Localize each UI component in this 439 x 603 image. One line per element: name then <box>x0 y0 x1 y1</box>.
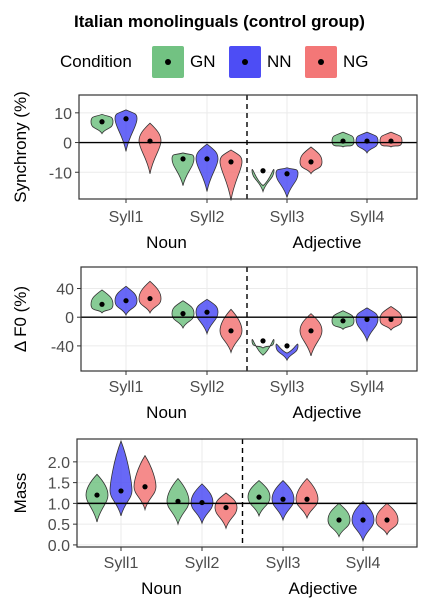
group-label: Adjective <box>293 403 362 422</box>
x-tick-label: Syll1 <box>109 379 144 396</box>
y-tick-label: 0.0 <box>48 538 70 555</box>
x-tick-label: Syll2 <box>190 209 225 226</box>
x-tick-label: Syll1 <box>109 209 144 226</box>
group-label: Adjective <box>293 233 362 252</box>
median-point-gn-syll1 <box>99 119 104 124</box>
median-point-nn-syll4 <box>360 517 365 522</box>
y-tick-label: 0 <box>63 136 72 153</box>
x-tick-label: Syll3 <box>270 379 305 396</box>
median-point-nn-syll2 <box>199 500 204 505</box>
group-label: Adjective <box>289 579 358 598</box>
median-point-gn-syll1 <box>94 492 99 497</box>
y-tick-label: 1.0 <box>48 496 70 513</box>
y-tick-label: 40 <box>56 282 74 299</box>
median-point-gn-syll3 <box>260 168 265 173</box>
median-point-gn-syll2 <box>180 311 185 316</box>
median-point-nn-syll3 <box>284 343 289 348</box>
y-axis-label: Δ F0 (%) <box>11 286 30 352</box>
y-tick-label: 10 <box>54 106 72 123</box>
x-tick-label: Syll2 <box>190 379 225 396</box>
median-point-ng-syll1 <box>142 484 147 489</box>
y-tick-label: -40 <box>51 339 74 356</box>
x-tick-label: Syll3 <box>266 555 301 572</box>
median-point-gn-syll3 <box>260 338 265 343</box>
median-point-ng-syll2 <box>228 328 233 333</box>
group-label: Noun <box>141 579 182 598</box>
x-tick-label: Syll4 <box>346 555 381 572</box>
median-point-ng-syll3 <box>308 328 313 333</box>
median-point-nn-syll2 <box>204 156 209 161</box>
y-tick-label: 0 <box>65 310 74 327</box>
median-point-ng-syll3 <box>308 159 313 164</box>
y-tick-label: 0.5 <box>48 517 70 534</box>
median-point-ng-syll4 <box>384 517 389 522</box>
median-point-nn-syll3 <box>280 497 285 502</box>
median-point-nn-syll1 <box>123 116 128 121</box>
group-label: Noun <box>146 403 187 422</box>
y-tick-label: -10 <box>49 165 72 182</box>
median-point-gn-syll4 <box>336 517 341 522</box>
median-point-nn-syll2 <box>204 310 209 315</box>
group-label: Noun <box>146 233 187 252</box>
median-point-ng-syll2 <box>223 505 228 510</box>
median-point-ng-syll3 <box>304 497 309 502</box>
median-point-nn-syll1 <box>123 298 128 303</box>
x-tick-label: Syll4 <box>350 209 385 226</box>
median-point-nn-syll3 <box>284 171 289 176</box>
y-tick-label: 2.0 <box>48 455 70 472</box>
median-point-nn-syll1 <box>118 488 123 493</box>
median-point-gn-syll2 <box>180 156 185 161</box>
median-point-gn-syll4 <box>340 318 345 323</box>
median-point-gn-syll1 <box>99 302 104 307</box>
y-axis-label: Mass <box>11 473 30 514</box>
x-tick-label: Syll2 <box>185 555 220 572</box>
median-point-gn-syll3 <box>256 495 261 500</box>
x-tick-label: Syll1 <box>104 555 139 572</box>
x-tick-label: Syll3 <box>270 209 305 226</box>
y-axis-label: Synchrony (%) <box>11 91 30 202</box>
median-point-ng-syll1 <box>147 296 152 301</box>
median-point-ng-syll2 <box>228 159 233 164</box>
y-tick-label: 1.5 <box>48 476 70 493</box>
x-tick-label: Syll4 <box>350 379 385 396</box>
